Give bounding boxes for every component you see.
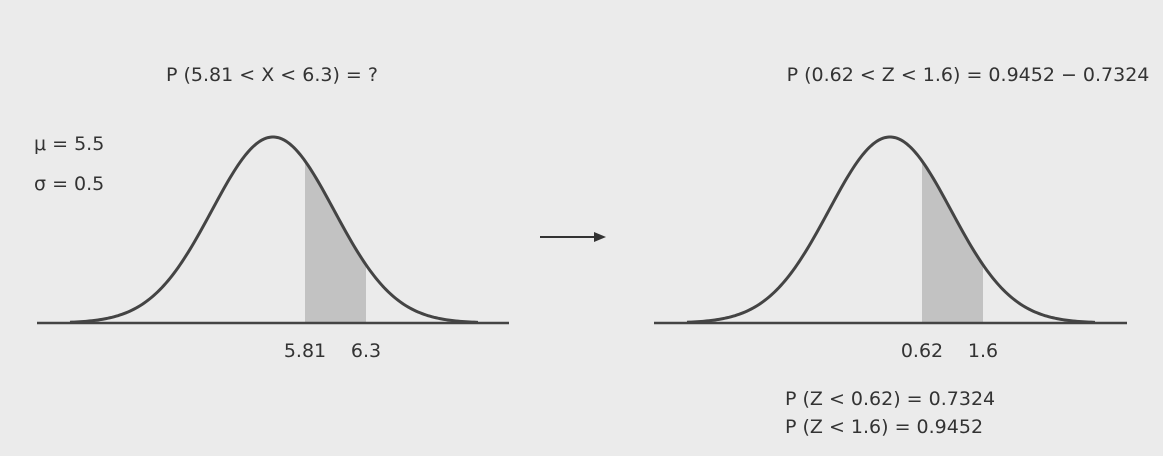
left-bell-curve xyxy=(69,135,479,324)
left-question: P (5.81 < X < 6.3) = ? xyxy=(166,64,378,86)
right-shaded-area xyxy=(922,160,983,323)
left-shaded-area xyxy=(305,160,366,323)
right-panel: P (0.62 < Z < 1.6) = 0.9452 − 0.7324 0.6… xyxy=(654,64,1149,438)
right-tick-high: 1.6 xyxy=(968,340,998,362)
right-result: P (0.62 < Z < 1.6) = 0.9452 − 0.7324 xyxy=(787,64,1150,86)
right-tick-low: 0.62 xyxy=(901,340,943,362)
mu-label: μ = 5.5 xyxy=(34,133,104,155)
left-panel: P (5.81 < X < 6.3) = ? μ = 5.5 σ = 0.5 5… xyxy=(34,64,509,362)
right-bell-curve xyxy=(686,135,1096,324)
right-note-1: P (Z < 0.62) = 0.7324 xyxy=(785,388,995,410)
left-tick-high: 6.3 xyxy=(351,340,381,362)
left-tick-low: 5.81 xyxy=(284,340,326,362)
arrow-right-icon xyxy=(540,232,606,242)
sigma-label: σ = 0.5 xyxy=(34,173,104,195)
right-note-2: P (Z < 1.6) = 0.9452 xyxy=(785,416,983,438)
